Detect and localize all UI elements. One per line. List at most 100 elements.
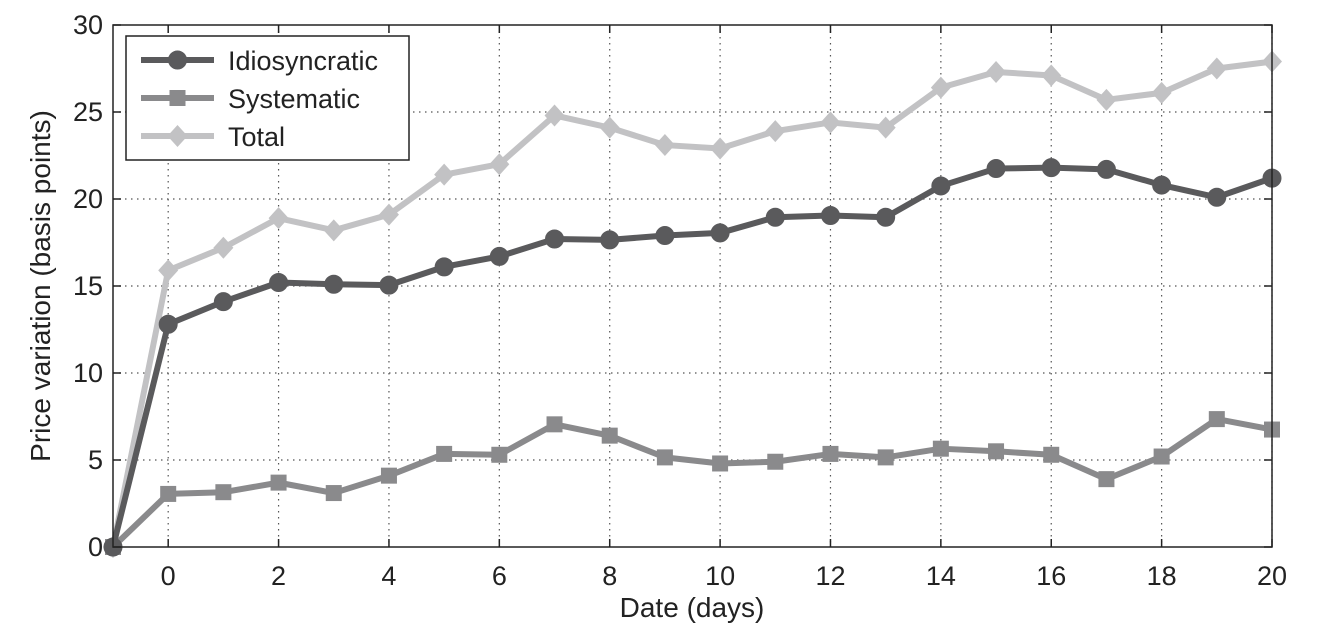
legend-entry-systematic: Systematic <box>141 84 360 114</box>
legend-marker <box>167 125 188 147</box>
data-point <box>1096 159 1116 179</box>
data-point <box>213 292 233 312</box>
y-tick-label: 15 <box>73 271 103 301</box>
data-point <box>215 484 232 501</box>
data-point <box>1041 158 1061 178</box>
y-tick-labels: 0 5 10 15 20 25 30 <box>73 10 103 562</box>
data-point <box>379 275 399 295</box>
x-axis-label: Date (days) <box>620 592 765 623</box>
data-point <box>710 137 731 160</box>
data-point <box>1152 175 1172 195</box>
data-point <box>158 314 178 334</box>
data-point <box>434 163 455 186</box>
series-line <box>110 164 1273 548</box>
data-point <box>986 159 1006 179</box>
data-point <box>491 446 508 463</box>
data-point <box>1151 81 1172 104</box>
data-point <box>436 445 453 462</box>
data-point <box>988 443 1005 460</box>
data-point <box>877 449 894 466</box>
y-axis-label: Price variation (basis points) <box>25 110 56 462</box>
data-point <box>986 60 1007 83</box>
legend-entry-idiosyncratic: Idiosyncratic <box>141 46 378 76</box>
data-point <box>1098 471 1115 488</box>
legend-label: Idiosyncratic <box>228 46 378 76</box>
data-point <box>931 176 951 196</box>
y-tick-label: 5 <box>88 445 103 475</box>
data-point <box>656 449 673 466</box>
data-point <box>655 226 675 246</box>
data-point <box>765 207 785 227</box>
series-lines <box>103 50 1282 558</box>
x-tick-label: 6 <box>492 561 507 591</box>
legend: Idiosyncratic Systematic Total <box>125 35 410 161</box>
x-tick-label: 4 <box>381 561 396 591</box>
legend-marker <box>168 50 187 70</box>
x-tick-labels: 0 2 4 6 8 10 12 14 16 18 20 <box>161 561 1287 591</box>
x-tick-label: 14 <box>926 561 956 591</box>
series-systematic <box>105 411 1280 555</box>
data-point <box>820 206 840 226</box>
data-point <box>601 427 618 444</box>
data-point <box>712 455 729 472</box>
data-point <box>876 207 896 227</box>
data-point <box>600 230 620 250</box>
data-point <box>765 120 786 143</box>
legend-label: Systematic <box>228 84 360 114</box>
data-point <box>270 474 287 491</box>
data-point <box>930 76 951 99</box>
data-point <box>1096 88 1117 111</box>
data-point <box>545 229 565 249</box>
series-line <box>110 58 1273 548</box>
x-tick-label: 18 <box>1147 561 1177 591</box>
data-point <box>158 259 179 282</box>
data-point <box>489 246 509 266</box>
data-point <box>875 116 896 139</box>
x-tick-label: 10 <box>705 561 735 591</box>
data-point <box>1207 187 1227 207</box>
legend-entry-total: Total <box>141 122 285 152</box>
data-point <box>268 207 289 230</box>
x-tick-label: 2 <box>271 561 286 591</box>
data-point <box>269 273 289 293</box>
x-tick-label: 20 <box>1257 561 1287 591</box>
axis-ticks <box>113 24 1273 548</box>
data-point <box>434 257 454 277</box>
data-point <box>767 453 784 470</box>
x-tick-label: 0 <box>161 561 176 591</box>
data-point <box>325 485 342 502</box>
legend-label: Total <box>228 122 285 152</box>
data-point <box>1153 448 1170 465</box>
data-point <box>1041 64 1062 87</box>
data-point <box>213 236 234 259</box>
data-point <box>380 467 397 484</box>
y-tick-label: 20 <box>73 184 103 214</box>
data-point <box>1206 57 1227 80</box>
y-tick-label: 30 <box>73 10 103 40</box>
data-point <box>489 153 510 176</box>
series-line <box>110 416 1273 550</box>
data-point <box>1043 446 1060 463</box>
data-point <box>1208 411 1225 428</box>
data-point <box>378 203 399 226</box>
data-point <box>820 111 841 134</box>
x-tick-label: 8 <box>602 561 617 591</box>
x-tick-label: 16 <box>1036 561 1066 591</box>
data-point <box>546 416 563 433</box>
x-tick-label: 12 <box>815 561 845 591</box>
data-point <box>160 485 177 502</box>
data-point <box>599 116 620 139</box>
data-point <box>654 134 675 157</box>
data-point <box>822 445 839 462</box>
series-idiosyncratic <box>103 158 1282 557</box>
data-point <box>710 223 730 243</box>
y-tick-label: 10 <box>73 358 103 388</box>
y-tick-label: 25 <box>73 97 103 127</box>
legend-marker <box>169 90 186 106</box>
data-point <box>324 274 344 294</box>
y-tick-label: 0 <box>88 532 103 562</box>
data-point <box>323 219 344 242</box>
data-point <box>932 440 949 457</box>
data-point <box>544 104 565 127</box>
